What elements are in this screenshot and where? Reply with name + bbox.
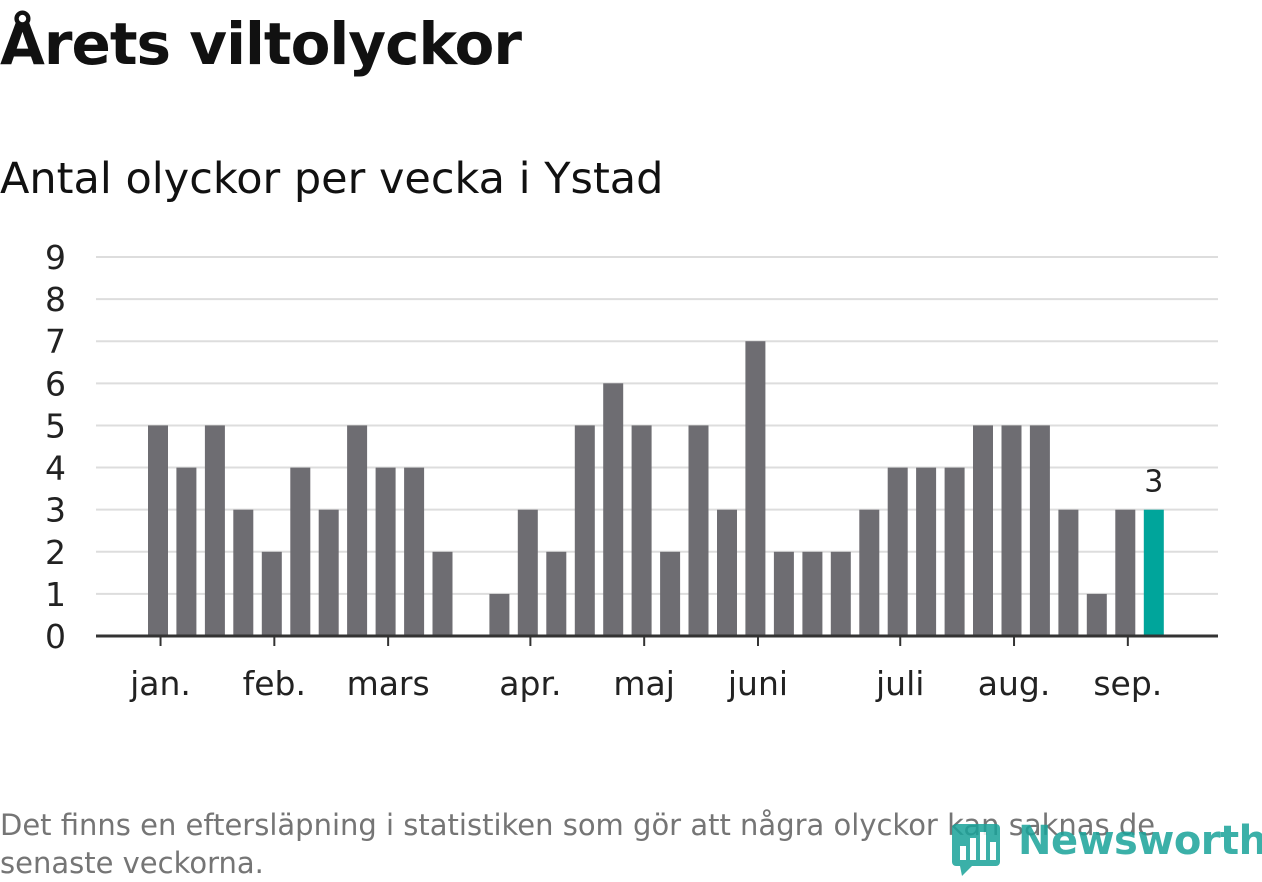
highlight-value-label: 3 bbox=[1144, 465, 1163, 500]
bar bbox=[375, 467, 396, 636]
bar bbox=[717, 509, 737, 636]
bar bbox=[204, 425, 225, 636]
y-tick-label: 4 bbox=[45, 449, 66, 488]
newsworthy-logo: Newsworthy bbox=[950, 816, 1262, 878]
bar bbox=[944, 467, 965, 636]
bar bbox=[489, 593, 510, 636]
x-tick-label: apr. bbox=[499, 664, 561, 703]
bar bbox=[916, 467, 937, 636]
y-tick-label: 8 bbox=[45, 280, 66, 319]
bar bbox=[546, 551, 567, 636]
x-tick-label: sep. bbox=[1093, 664, 1162, 703]
y-tick-label: 1 bbox=[45, 575, 66, 614]
bar bbox=[404, 467, 425, 636]
bar bbox=[887, 467, 908, 636]
x-tick-label: aug. bbox=[978, 664, 1051, 703]
x-tick-label: mars bbox=[347, 664, 430, 703]
bar bbox=[176, 467, 197, 636]
bar bbox=[318, 509, 339, 636]
bar bbox=[973, 425, 993, 636]
bars bbox=[148, 341, 1164, 636]
bar bbox=[1001, 425, 1022, 636]
x-tick-label: juni bbox=[727, 664, 788, 703]
y-tick-label: 5 bbox=[45, 406, 66, 445]
y-tick-label: 2 bbox=[45, 533, 66, 572]
bar bbox=[802, 551, 823, 636]
bar bbox=[745, 341, 766, 636]
y-tick-label: 9 bbox=[45, 238, 66, 277]
bar bbox=[631, 425, 652, 636]
bar bbox=[660, 551, 681, 636]
bar bbox=[1086, 593, 1107, 636]
chart-subtitle: Antal olyckor per vecka i Ystad bbox=[0, 154, 664, 204]
bar bbox=[859, 509, 880, 636]
x-tick-label: jan. bbox=[129, 664, 191, 703]
bar bbox=[1029, 425, 1050, 636]
bar bbox=[347, 425, 368, 636]
x-tick-label: juli bbox=[875, 664, 924, 703]
y-tick-label: 0 bbox=[45, 617, 66, 656]
x-axis: jan. feb. mars apr. maj juni juli aug. sep. bbox=[96, 634, 1218, 703]
bar bbox=[233, 509, 254, 636]
bar bbox=[148, 425, 168, 636]
brand-name: Newsworthy bbox=[1018, 818, 1262, 864]
x-tick-label: feb. bbox=[243, 664, 306, 703]
bar bbox=[261, 551, 282, 636]
bar bbox=[1115, 509, 1136, 636]
bar bbox=[688, 425, 709, 636]
bar bbox=[517, 509, 538, 636]
bar bbox=[574, 425, 595, 636]
x-tick-label: maj bbox=[613, 664, 675, 703]
data-labels: 3 bbox=[1144, 465, 1163, 500]
bar bbox=[1058, 509, 1079, 636]
y-tick-label: 7 bbox=[45, 322, 66, 361]
y-tick-label: 6 bbox=[45, 364, 66, 403]
bar bbox=[432, 551, 453, 636]
bar bbox=[773, 551, 794, 636]
newsworthy-logo-icon bbox=[952, 824, 1000, 876]
chart-title: Årets viltolyckor bbox=[0, 10, 522, 78]
y-tick-label: 3 bbox=[45, 491, 66, 530]
bar bbox=[290, 467, 311, 636]
bar bbox=[603, 383, 624, 636]
bar bbox=[830, 551, 851, 636]
highlight-bar bbox=[1143, 509, 1164, 636]
